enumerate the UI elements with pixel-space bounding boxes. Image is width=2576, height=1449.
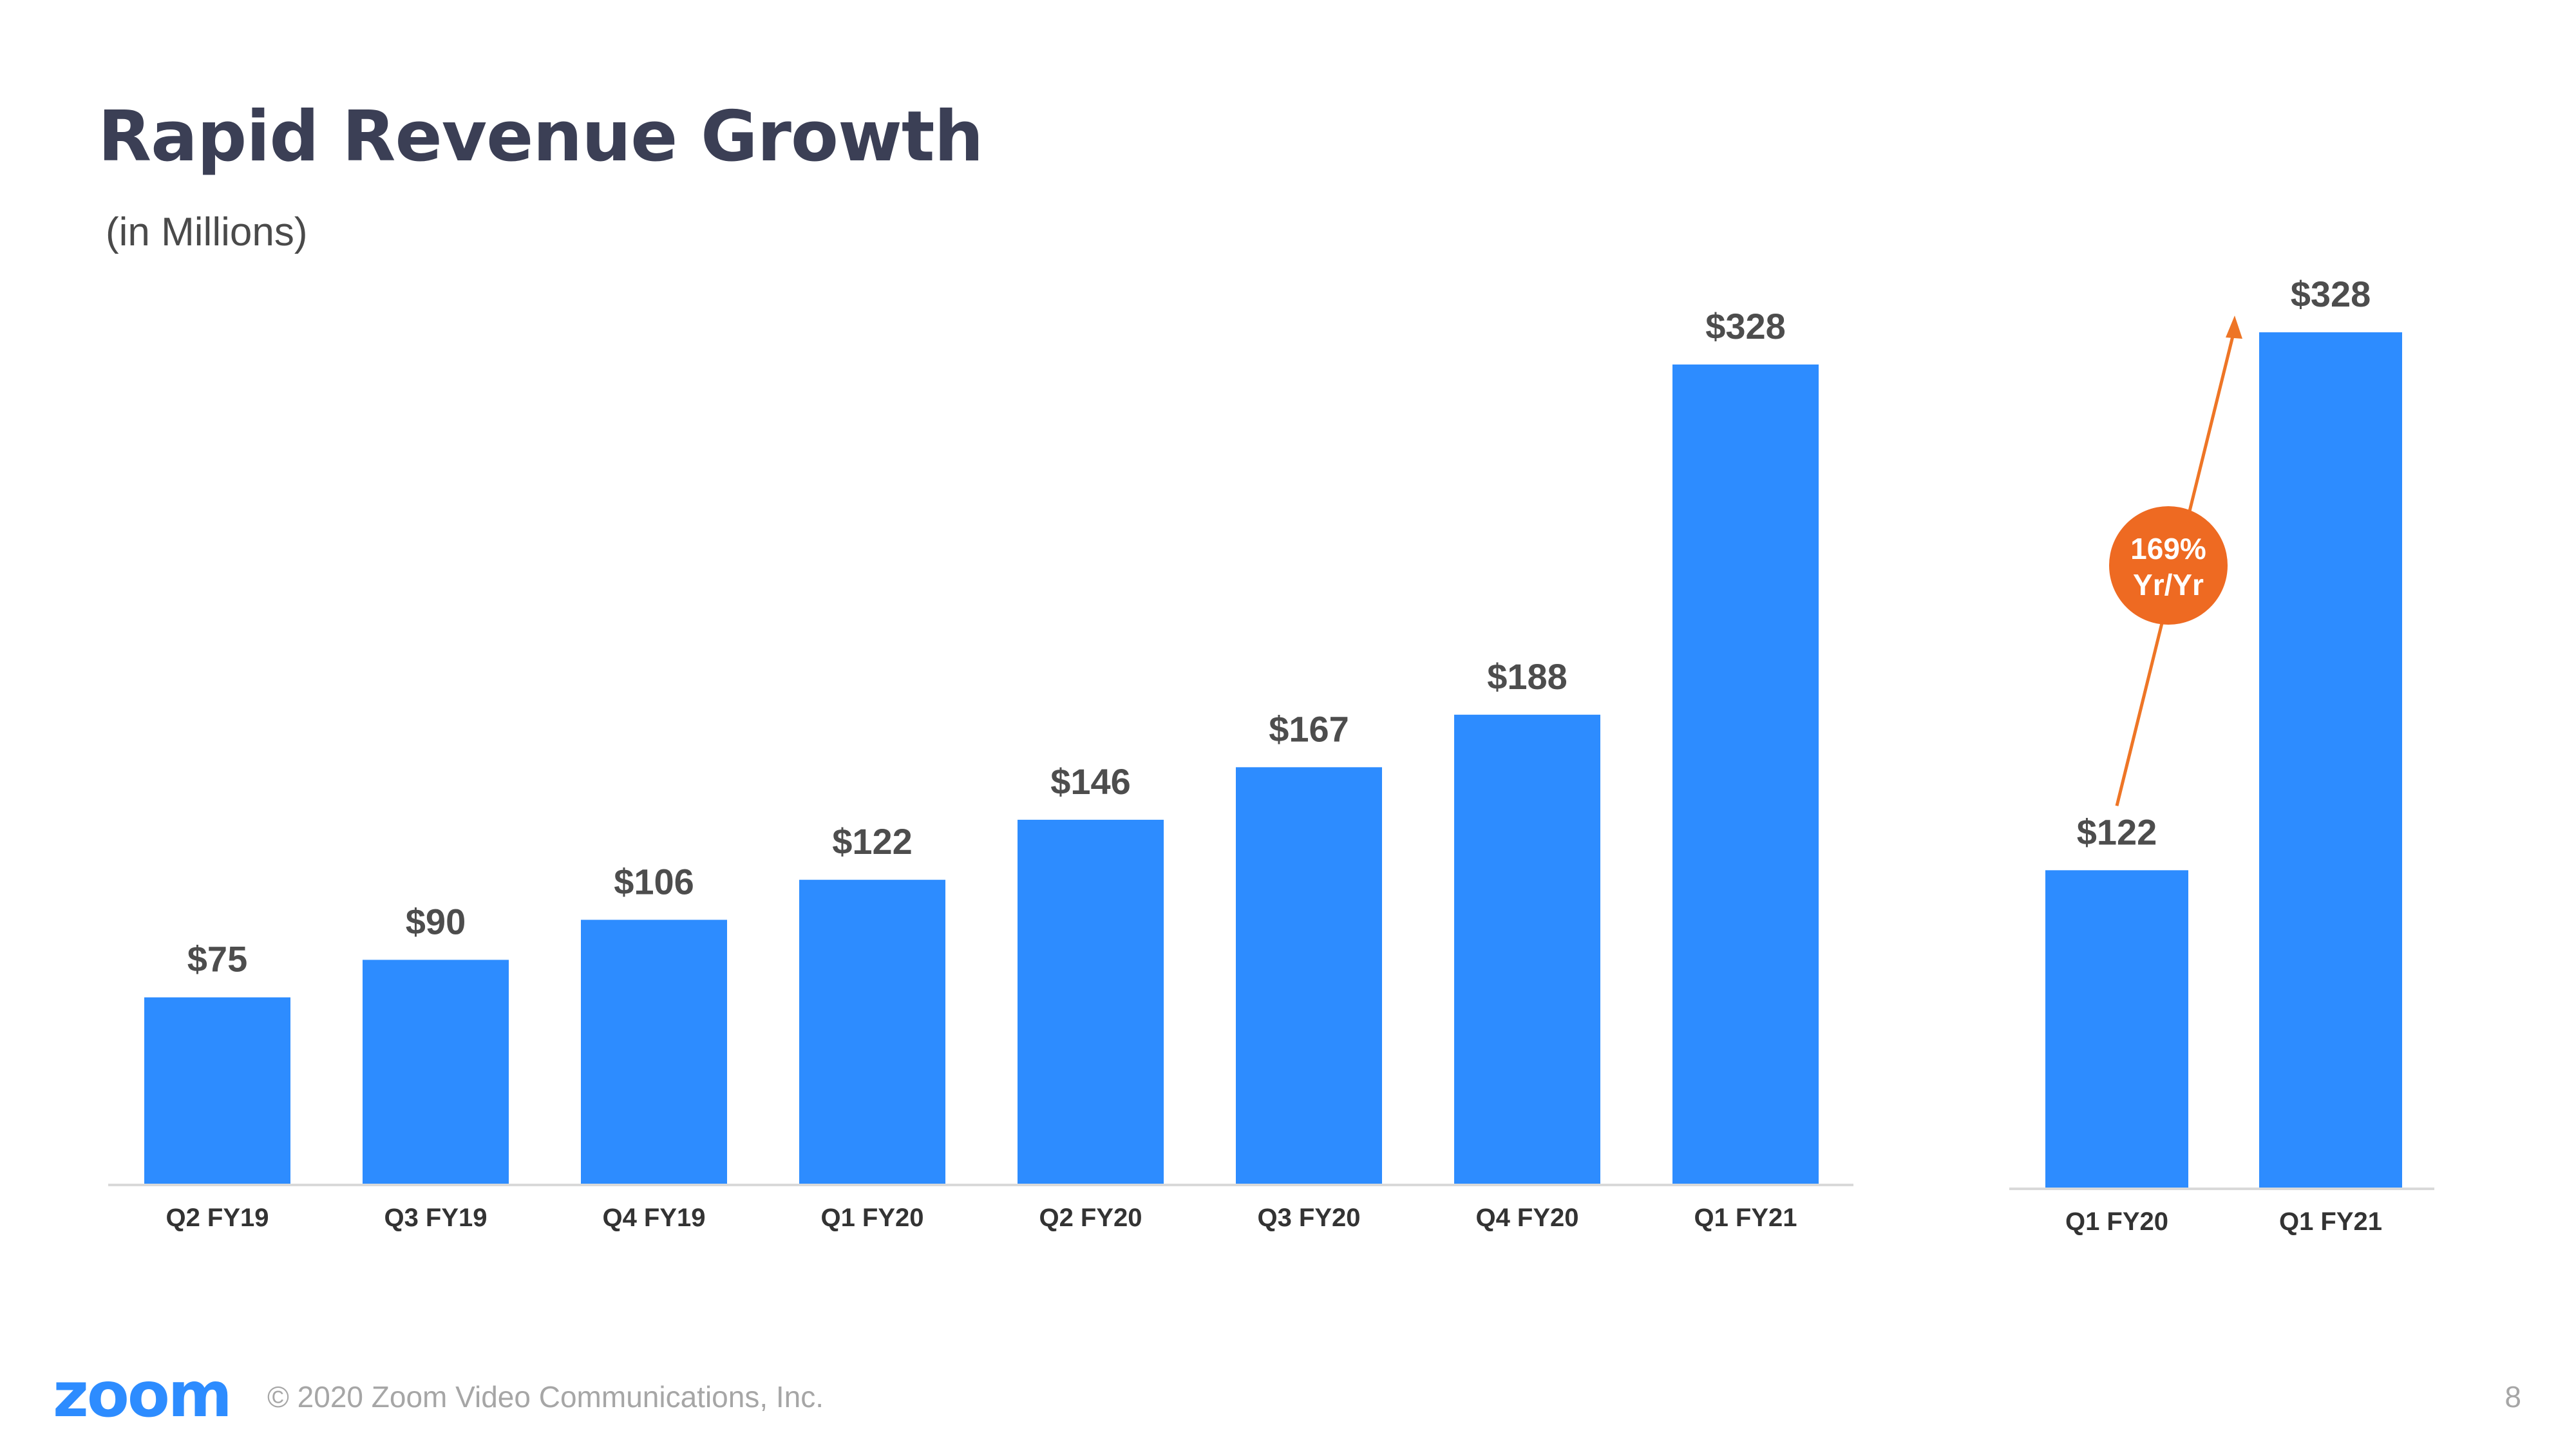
category-label-0: Q2 FY19 (166, 1204, 269, 1232)
growth-badge-period: Yr/Yr (2133, 568, 2204, 601)
bar-0 (2045, 870, 2188, 1189)
category-label-7: Q1 FY21 (1694, 1204, 1797, 1232)
value-label-1: $90 (406, 901, 466, 942)
bar-3 (799, 880, 945, 1185)
value-label-7: $328 (1705, 306, 1786, 346)
bar-6 (1454, 714, 1600, 1185)
growth-badge (2109, 506, 2228, 625)
bar-7 (1672, 365, 1819, 1185)
arrow-head-icon (2226, 316, 2242, 339)
zoom-logo: zoom (53, 1359, 232, 1431)
bar-1 (2259, 332, 2402, 1189)
value-label-1: $328 (2291, 274, 2371, 314)
value-label-4: $146 (1050, 761, 1131, 802)
category-label-1: Q3 FY19 (384, 1204, 487, 1232)
value-label-3: $122 (832, 821, 913, 862)
value-label-0: $75 (187, 939, 247, 980)
category-label-4: Q2 FY20 (1039, 1204, 1142, 1232)
footer: zoom © 2020 Zoom Video Communications, I… (0, 1364, 2576, 1426)
growth-badge-percent: 169% (2130, 532, 2206, 565)
bar-4 (1018, 819, 1164, 1185)
category-label-2: Q4 FY19 (602, 1204, 705, 1232)
page-title: Rapid Revenue Growth (98, 97, 983, 177)
category-label-1: Q1 FY21 (2279, 1208, 2382, 1236)
bar-1 (363, 960, 509, 1185)
bar-0 (144, 997, 290, 1185)
category-label-5: Q3 FY20 (1257, 1204, 1360, 1232)
quarterly-revenue-chart: $75 Q2 FY19 $90 Q3 FY19 $106 Q4 FY19 $122 Q1 FY… (108, 306, 1853, 1232)
value-label-5: $167 (1269, 708, 1349, 749)
value-label-0: $122 (2077, 811, 2157, 852)
page-subtitle: (in Millions) (106, 210, 308, 254)
copyright-text: © 2020 Zoom Video Communications, Inc. (267, 1380, 824, 1414)
value-label-6: $188 (1487, 656, 1567, 697)
value-label-2: $106 (614, 861, 694, 902)
bar-2 (581, 920, 727, 1185)
category-label-6: Q4 FY20 (1475, 1204, 1578, 1232)
bar-5 (1236, 767, 1382, 1185)
page-number: 8 (2505, 1380, 2521, 1414)
category-label-0: Q1 FY20 (2065, 1208, 2168, 1236)
category-label-3: Q1 FY20 (820, 1204, 923, 1232)
yoy-comparison-chart: $122 Q1 FY20 $328 Q1 FY21 169%Yr/Yr (2009, 274, 2434, 1236)
